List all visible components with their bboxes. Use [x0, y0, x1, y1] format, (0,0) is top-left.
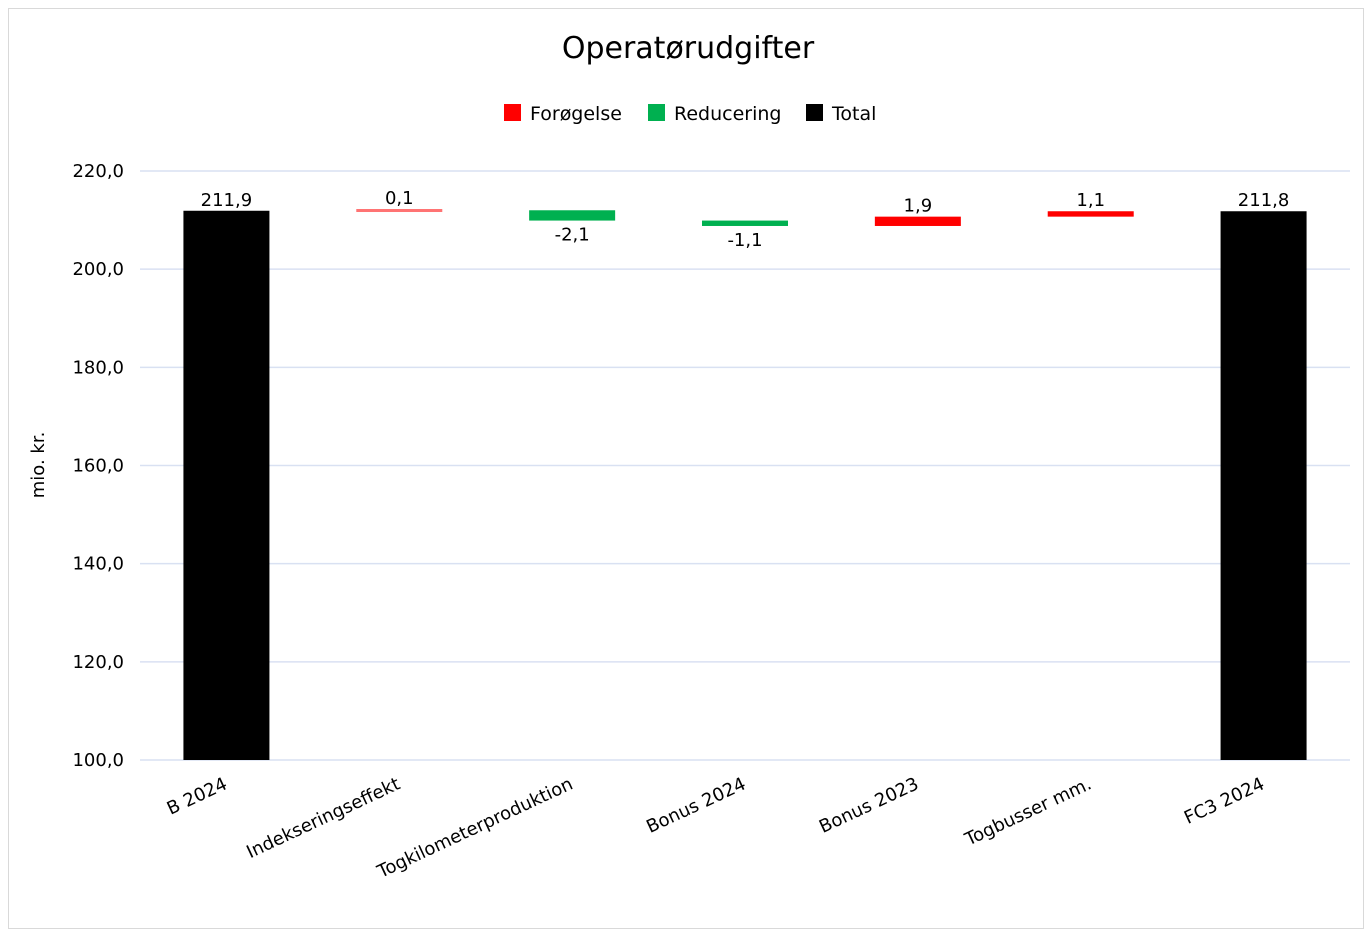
data-label: 1,9: [904, 196, 933, 217]
legend-label: Forøgelse: [530, 103, 622, 125]
x-category-label: B 2024: [164, 773, 231, 819]
x-category-label: Togbusser mm.: [961, 773, 1095, 850]
y-axis-ticks: 100,0 120,0 140,0 160,0 180,0 200,0 220,0: [72, 161, 124, 771]
bar-increase: [356, 209, 443, 213]
bar-total: [1220, 211, 1307, 760]
legend-swatch: [648, 104, 665, 121]
data-label: 0,1: [385, 188, 414, 209]
bar-increase: [1047, 211, 1134, 217]
y-tick-label: 100,0: [72, 750, 124, 771]
gridlines: [140, 170, 1350, 761]
bar-total: [183, 210, 270, 760]
y-tick-label: 120,0: [72, 652, 124, 673]
legend-swatch: [806, 104, 823, 121]
x-axis-categories: B 2024 IndekseringseffektTogkilometerprod…: [164, 773, 1268, 883]
legend-label: Reducering: [674, 103, 781, 125]
bar-decrease: [529, 210, 616, 221]
chart-title: Operatørudgifter: [562, 31, 815, 66]
bar-increase: [874, 216, 961, 226]
legend-label: Total: [831, 103, 876, 125]
x-category-label: FC3 2024: [1181, 773, 1268, 828]
x-category-label: Bonus 2024: [643, 773, 749, 837]
data-label: -1,1: [727, 230, 762, 251]
y-tick-label: 200,0: [72, 259, 124, 280]
x-category-label: Indekseringseffekt: [243, 773, 403, 863]
bars: [183, 209, 1307, 760]
data-label: 211,9: [201, 190, 253, 211]
x-category-label: Bonus 2023: [816, 773, 922, 837]
data-labels: 211,9 0,1 -2,1 -1,1 1,9 1,1 211,8: [201, 188, 1290, 251]
data-label: -2,1: [555, 225, 590, 246]
legend-swatch: [504, 104, 521, 121]
y-tick-label: 220,0: [72, 161, 124, 182]
y-tick-label: 180,0: [72, 357, 124, 378]
y-tick-label: 160,0: [72, 456, 124, 477]
data-label: 211,8: [1238, 190, 1290, 211]
x-category-label: Togkilometerproduktion: [373, 773, 576, 883]
legend: Forøgelse Reducering Total: [504, 103, 876, 125]
y-tick-label: 140,0: [72, 554, 124, 575]
data-label: 1,1: [1076, 190, 1105, 211]
bar-decrease: [702, 220, 788, 226]
y-axis-label: mio. kr.: [28, 432, 49, 499]
